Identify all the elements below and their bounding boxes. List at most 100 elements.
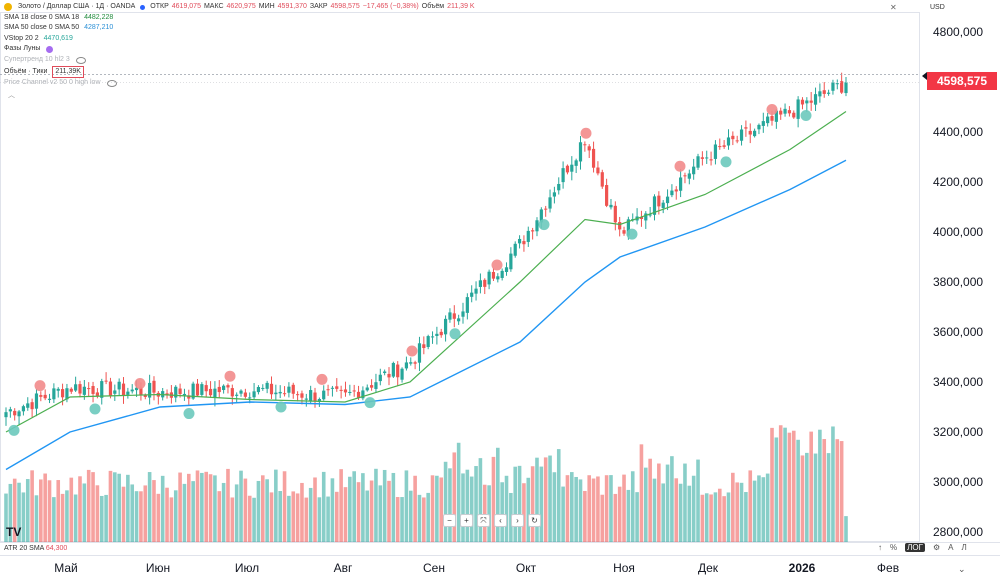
candle-body[interactable] bbox=[565, 165, 570, 173]
legend-instrument-row[interactable]: Золото / Доллар США · 1Д · OANDA ОТКР 461… bbox=[4, 2, 475, 13]
candle-body[interactable] bbox=[522, 241, 526, 245]
candle-body[interactable] bbox=[52, 388, 56, 400]
candle-body[interactable] bbox=[274, 392, 278, 395]
candle-body[interactable] bbox=[570, 164, 574, 172]
candle-body[interactable] bbox=[766, 116, 770, 124]
candle-body[interactable] bbox=[56, 388, 60, 391]
volume-indicator-label[interactable]: Объём · Тики bbox=[4, 67, 48, 75]
candle-body[interactable] bbox=[39, 395, 43, 397]
candle-body[interactable] bbox=[243, 392, 247, 397]
candle-body[interactable] bbox=[840, 81, 844, 93]
candle-body[interactable] bbox=[796, 99, 800, 119]
legend-moon-row[interactable]: Фазы Луны bbox=[4, 44, 475, 55]
reset-button[interactable]: ↻ bbox=[528, 514, 541, 527]
candle-body[interactable] bbox=[409, 362, 413, 364]
candle-body[interactable] bbox=[800, 99, 805, 105]
candle-body[interactable] bbox=[761, 121, 765, 126]
candle-body[interactable] bbox=[187, 395, 191, 399]
candle-body[interactable] bbox=[700, 157, 704, 159]
candle-body[interactable] bbox=[248, 397, 252, 399]
candle-body[interactable] bbox=[818, 91, 822, 97]
eye-hidden-icon[interactable] bbox=[106, 79, 117, 87]
candle-body[interactable] bbox=[605, 185, 609, 206]
candle-body[interactable] bbox=[230, 388, 234, 397]
candle-body[interactable] bbox=[504, 267, 509, 272]
candle-body[interactable] bbox=[774, 110, 778, 122]
candle-body[interactable] bbox=[478, 280, 483, 287]
fit-button[interactable]: ⤧ bbox=[477, 514, 490, 527]
candle-body[interactable] bbox=[396, 364, 400, 378]
candle-body[interactable] bbox=[561, 168, 565, 183]
candle-body[interactable] bbox=[204, 385, 208, 392]
candle-body[interactable] bbox=[726, 137, 731, 146]
candle-body[interactable] bbox=[26, 403, 30, 408]
candle-body[interactable] bbox=[744, 127, 748, 129]
currency-label[interactable]: USD bbox=[930, 4, 945, 11]
sma50-label[interactable]: SMA 50 close 0 SMA 50 bbox=[4, 24, 80, 32]
legend-sma50-row[interactable]: SMA 50 close 0 SMA 50 4287,210 bbox=[4, 23, 475, 34]
candle-body[interactable] bbox=[339, 389, 343, 391]
candle-body[interactable] bbox=[121, 383, 126, 396]
indicator-settings-icon[interactable] bbox=[46, 46, 54, 54]
full-moon-marker[interactable] bbox=[34, 380, 46, 392]
candle-body[interactable] bbox=[600, 172, 604, 187]
candle-body[interactable] bbox=[517, 238, 522, 244]
candle-body[interactable] bbox=[613, 205, 617, 223]
candle-body[interactable] bbox=[148, 382, 152, 398]
candle-body[interactable] bbox=[639, 216, 644, 220]
candle-body[interactable] bbox=[217, 386, 221, 393]
candle-body[interactable] bbox=[544, 208, 548, 210]
candle-body[interactable] bbox=[692, 166, 696, 175]
candle-body[interactable] bbox=[748, 130, 752, 135]
candle-body[interactable] bbox=[269, 383, 274, 395]
candle-body[interactable] bbox=[722, 145, 726, 147]
candle-body[interactable] bbox=[417, 343, 422, 363]
sma18-label[interactable]: SMA 18 close 0 SMA 18 bbox=[4, 13, 80, 21]
candle-body[interactable] bbox=[239, 390, 243, 394]
candle-body[interactable] bbox=[596, 167, 600, 174]
candle-body[interactable] bbox=[578, 142, 583, 162]
candle-body[interactable] bbox=[330, 387, 335, 389]
candle-body[interactable] bbox=[195, 383, 200, 396]
candle-body[interactable] bbox=[670, 190, 674, 196]
candle-body[interactable] bbox=[165, 393, 169, 395]
candle-body[interactable] bbox=[813, 94, 818, 105]
candle-body[interactable] bbox=[143, 395, 147, 397]
new-moon-marker[interactable] bbox=[449, 328, 461, 340]
candle-body[interactable] bbox=[256, 386, 261, 393]
full-moon-marker[interactable] bbox=[406, 345, 418, 357]
candle-body[interactable] bbox=[696, 156, 700, 168]
candle-body[interactable] bbox=[535, 220, 539, 232]
candle-body[interactable] bbox=[753, 130, 757, 137]
new-moon-marker[interactable] bbox=[8, 424, 20, 436]
price-channel-label[interactable]: Price Channel v2 50 0 high low bbox=[4, 79, 101, 87]
candle-body[interactable] bbox=[313, 392, 317, 402]
legend-supertrend-row[interactable]: Супертренд 10 hl2 3 bbox=[4, 55, 475, 66]
candle-body[interactable] bbox=[235, 394, 239, 396]
candle-body[interactable] bbox=[82, 386, 86, 395]
candle-body[interactable] bbox=[474, 288, 478, 294]
eye-hidden-icon[interactable] bbox=[75, 56, 86, 64]
candle-body[interactable] bbox=[844, 82, 848, 94]
candle-body[interactable] bbox=[21, 406, 26, 412]
candle-body[interactable] bbox=[539, 209, 543, 223]
candle-body[interactable] bbox=[13, 410, 17, 416]
candle-body[interactable] bbox=[430, 336, 435, 338]
candle-body[interactable] bbox=[657, 195, 661, 207]
instrument-title[interactable]: Золото / Доллар США · 1Д · OANDA bbox=[18, 3, 136, 10]
full-moon-marker[interactable] bbox=[580, 127, 592, 139]
candle-body[interactable] bbox=[152, 380, 156, 393]
full-moon-marker[interactable] bbox=[134, 378, 146, 390]
candle-body[interactable] bbox=[356, 391, 361, 399]
candle-body[interactable] bbox=[618, 222, 622, 230]
new-moon-marker[interactable] bbox=[89, 403, 101, 415]
candle-body[interactable] bbox=[609, 204, 613, 208]
full-moon-marker[interactable] bbox=[674, 160, 686, 172]
legend-price-channel-row[interactable]: Price Channel v2 50 0 high low bbox=[4, 78, 475, 89]
candle-body[interactable] bbox=[674, 189, 678, 192]
candle-body[interactable] bbox=[378, 374, 382, 382]
candle-body[interactable] bbox=[265, 382, 269, 389]
candle-body[interactable] bbox=[296, 394, 300, 396]
candle-body[interactable] bbox=[343, 389, 348, 393]
